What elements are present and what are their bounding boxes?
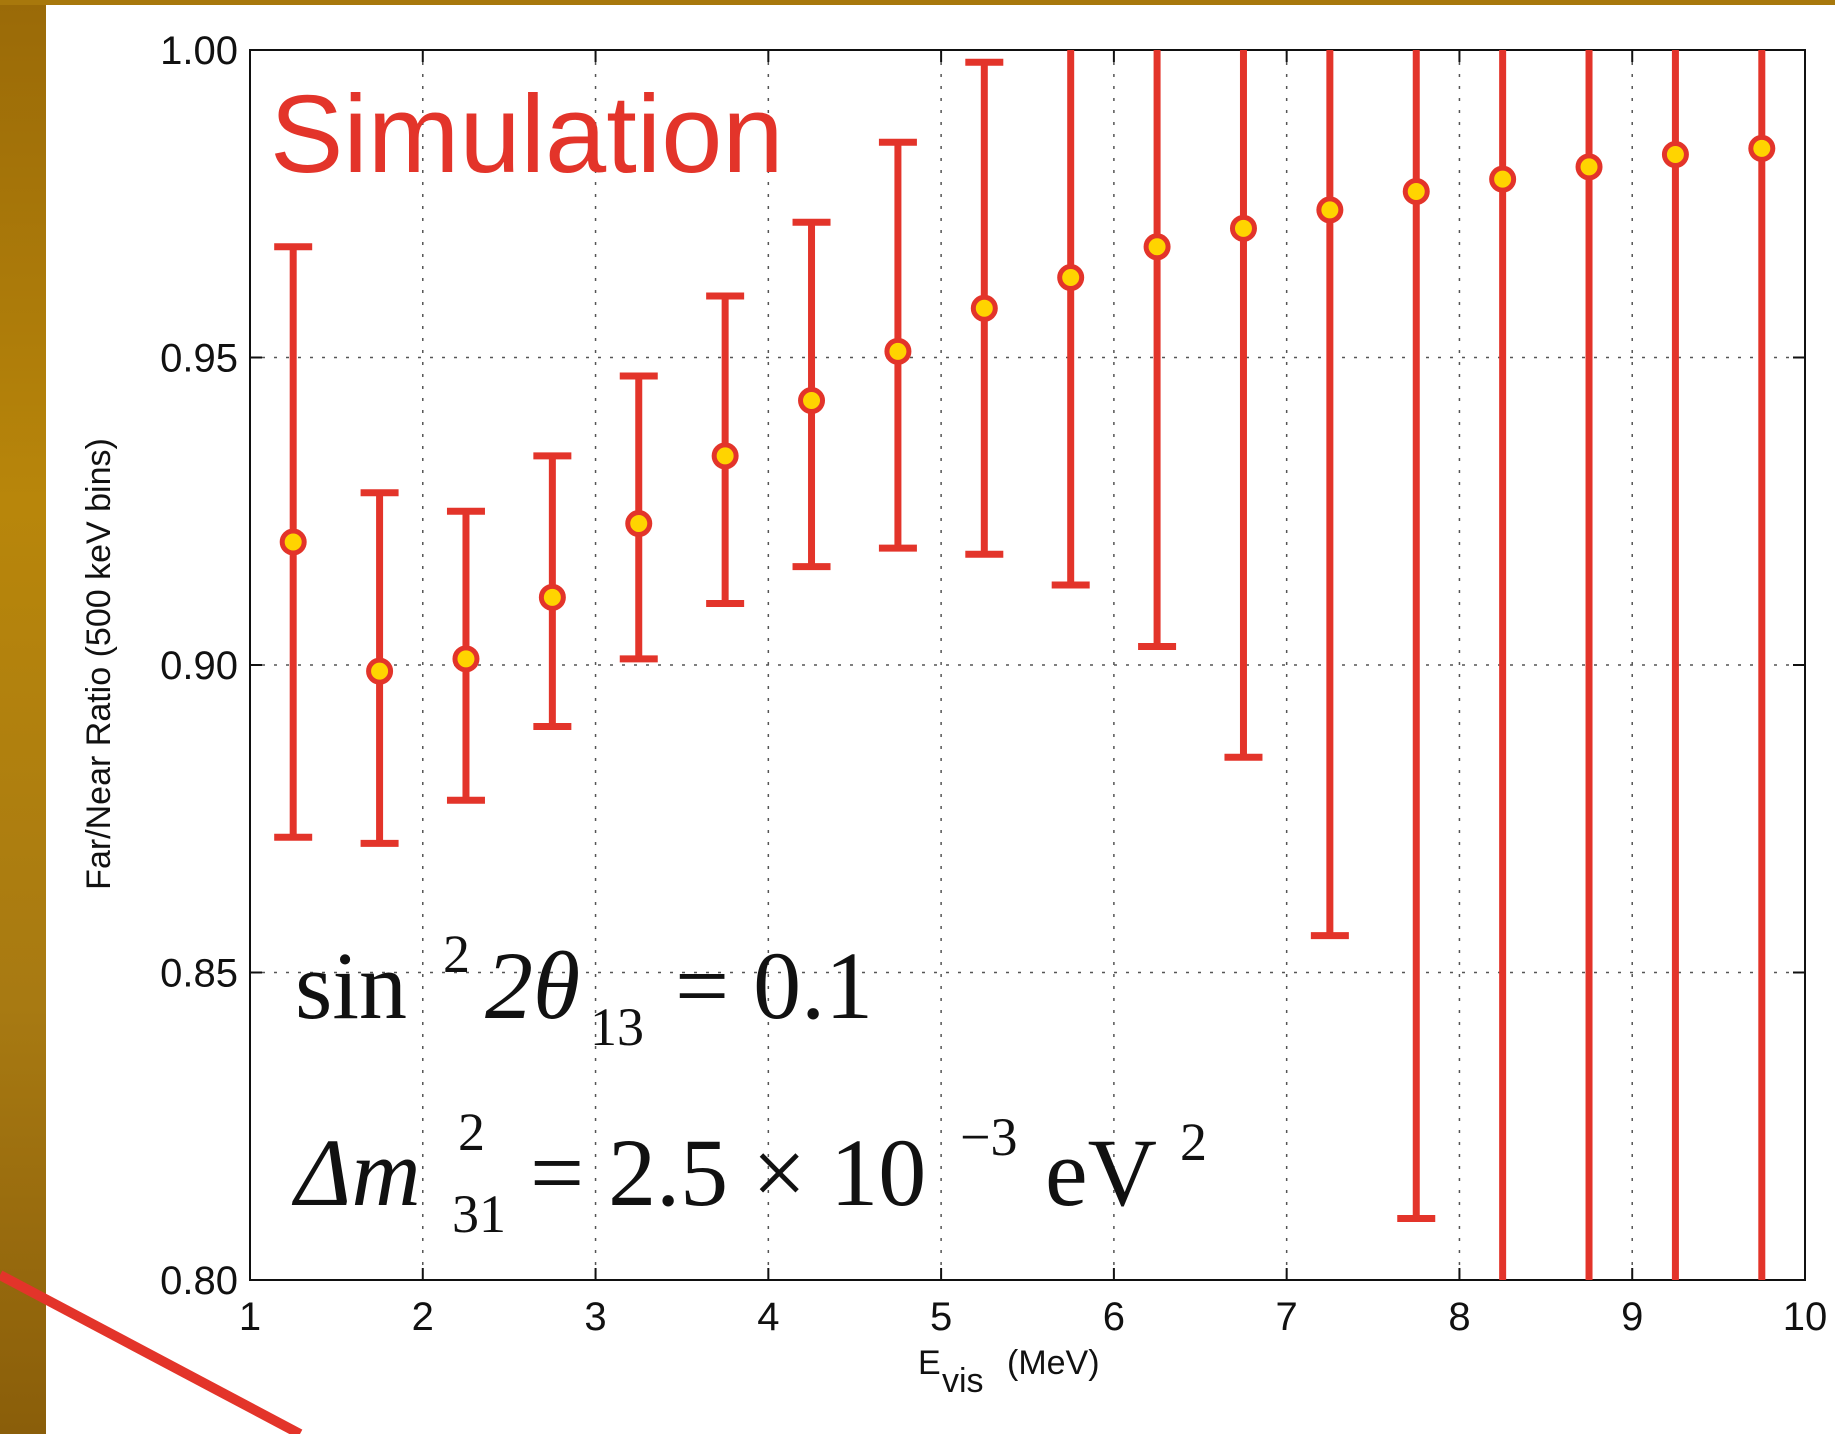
formula1-angle: 2θ — [485, 932, 580, 1039]
data-point — [711, 442, 739, 470]
mass-splitting-formula: Δm 2 31 = 2.5 × 10 −3 eV 2 — [291, 1102, 1207, 1244]
mixing-angle-formula: sin 2 2θ 13 = 0.1 — [295, 924, 873, 1057]
data-points — [279, 134, 1776, 685]
data-point — [279, 528, 307, 556]
x-axis-label: E vis (MeV) — [918, 1344, 1100, 1400]
data-point — [1748, 134, 1776, 162]
simulation-annotation: Simulation — [270, 73, 784, 196]
data-point — [366, 657, 394, 685]
y-tick-label: 0.95 — [160, 337, 238, 381]
y-tick-label: 0.90 — [160, 644, 238, 688]
slide-background-left — [0, 0, 46, 1434]
x-axis-label-sub: vis — [942, 1362, 984, 1400]
x-tick-label: 5 — [930, 1295, 952, 1339]
y-tick-label: 1.00 — [160, 29, 238, 73]
x-axis-label-main: E — [918, 1344, 941, 1382]
formula2-sub: 31 — [452, 1184, 506, 1244]
ticks — [249, 49, 1806, 1281]
slide-accent-line — [0, 1270, 303, 1434]
data-point — [1575, 153, 1603, 181]
data-point — [798, 387, 826, 415]
data-point — [970, 294, 998, 322]
formula2-unit-sup: 2 — [1180, 1112, 1207, 1172]
data-point — [1143, 233, 1171, 261]
data-point — [1057, 264, 1085, 292]
formula1-rhs: = 0.1 — [675, 932, 873, 1039]
x-tick-labels: 1 2 3 4 5 6 7 8 9 10 — [239, 1295, 1827, 1339]
data-point — [625, 510, 653, 538]
data-point — [1229, 214, 1257, 242]
error-bars — [274, 50, 1766, 1280]
x-axis-label-unit: (MeV) — [1007, 1344, 1100, 1382]
x-tick-label: 10 — [1783, 1295, 1828, 1339]
x-tick-label: 9 — [1621, 1295, 1643, 1339]
x-tick-label: 6 — [1103, 1295, 1125, 1339]
x-tick-label: 8 — [1448, 1295, 1470, 1339]
data-point — [1402, 177, 1430, 205]
formula2-base: Δm — [291, 1119, 421, 1226]
y-axis-label: Far/Near Ratio (500 keV bins) — [80, 438, 118, 890]
formula1-sup: 2 — [443, 924, 470, 984]
data-point — [1316, 196, 1344, 224]
data-point — [1661, 141, 1689, 169]
data-point — [538, 583, 566, 611]
x-tick-label: 7 — [1276, 1295, 1298, 1339]
formula1-base: sin — [295, 932, 407, 1039]
formula2-exponent: −3 — [960, 1107, 1017, 1167]
data-point — [452, 645, 480, 673]
x-tick-label: 3 — [584, 1295, 606, 1339]
x-tick-label: 4 — [757, 1295, 779, 1339]
y-tick-label: 0.85 — [160, 952, 238, 996]
y-tick-label: 0.80 — [160, 1259, 238, 1303]
slide-background-top — [0, 0, 1835, 5]
y-tick-labels: 0.80 0.85 0.90 0.95 1.00 — [160, 29, 238, 1303]
formula2-sup: 2 — [458, 1102, 485, 1162]
data-point — [1489, 165, 1517, 193]
formula1-sub: 13 — [590, 997, 644, 1057]
x-tick-label: 1 — [239, 1295, 261, 1339]
formula2-rhs: = 2.5 × 10 — [530, 1119, 926, 1226]
formula2-unit: eV — [1045, 1119, 1157, 1226]
data-point — [884, 337, 912, 365]
grid — [250, 50, 1805, 1280]
x-tick-label: 2 — [412, 1295, 434, 1339]
